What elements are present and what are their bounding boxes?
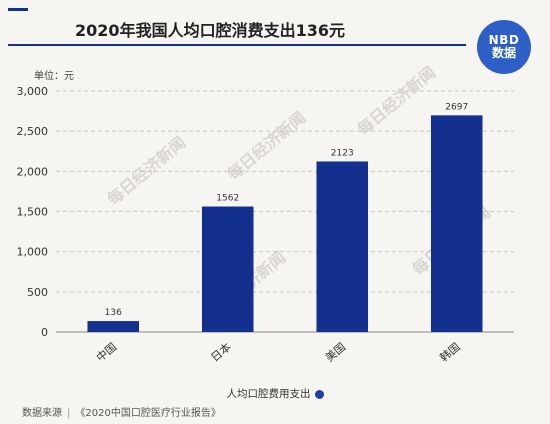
- bar: [430, 115, 483, 332]
- x-tick-label: 中国: [94, 340, 119, 364]
- bar: [316, 161, 369, 332]
- bar: [201, 206, 254, 332]
- legend-label: 人均口腔费用支出: [226, 388, 311, 400]
- watermark-text: 每日经济新闻: [104, 133, 190, 209]
- x-tick-label: 韩国: [437, 340, 463, 365]
- y-tick-label: 2,000: [17, 165, 49, 178]
- logo-text-nbd: NBD: [488, 33, 520, 48]
- nbd-logo: NBD 数据: [477, 20, 531, 74]
- source-separator: |: [67, 408, 71, 419]
- watermark-text: 每日经济新闻: [224, 108, 310, 184]
- x-tick-label: 日本: [208, 340, 234, 365]
- y-tick-label: 3,000: [17, 85, 49, 98]
- source-label: 数据来源: [22, 408, 62, 419]
- watermark-text: 每日经济新闻: [354, 63, 440, 139]
- source-note: 数据来源 | 《2020中国口腔医疗行业报告》: [22, 404, 221, 419]
- y-tick-label: 0: [41, 326, 48, 339]
- y-tick-label: 2,500: [17, 125, 49, 138]
- bar-value-label: 2697: [445, 102, 468, 112]
- title-rule: [8, 44, 466, 46]
- legend-marker: [314, 389, 324, 399]
- unit-label: 单位：元: [34, 71, 74, 82]
- bar-value-label: 1562: [216, 194, 239, 204]
- source-text: 《2020中国口腔医疗行业报告》: [75, 408, 221, 419]
- legend: 人均口腔费用支出: [0, 386, 550, 401]
- y-tick-label: 1,500: [17, 206, 49, 219]
- y-tick-label: 1,000: [17, 246, 49, 259]
- x-tick-label: 美国: [323, 340, 348, 364]
- y-tick-label: 500: [27, 286, 48, 299]
- top-accent-bar: [8, 8, 28, 11]
- logo-text-data: 数据: [491, 46, 516, 60]
- chart-title: 2020年我国人均口腔消费支出136元: [75, 21, 345, 40]
- bar-value-label: 136: [105, 308, 122, 318]
- bar: [87, 321, 140, 332]
- bar-value-label: 2123: [331, 148, 354, 158]
